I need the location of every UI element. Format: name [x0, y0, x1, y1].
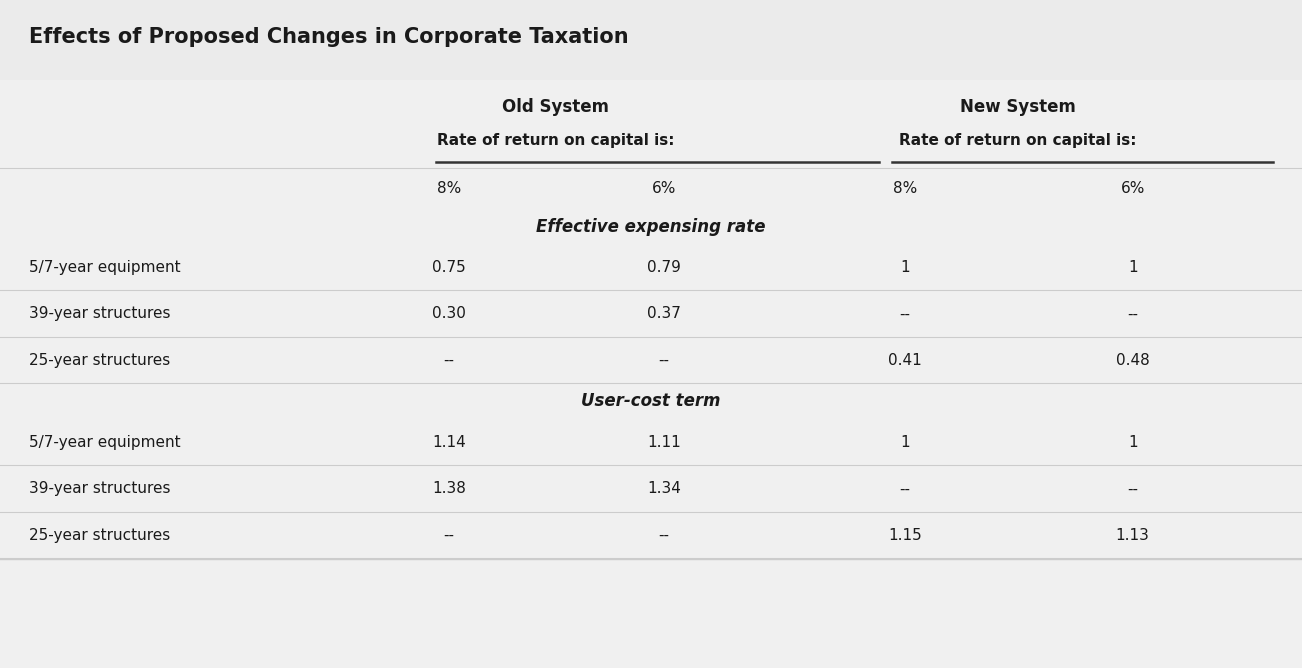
- Text: 6%: 6%: [652, 181, 676, 196]
- Bar: [0, 168, 1302, 207]
- Text: --: --: [659, 528, 669, 543]
- Bar: [0, 383, 1302, 421]
- Text: --: --: [900, 482, 910, 496]
- Text: 1.14: 1.14: [432, 435, 466, 450]
- Text: Old System: Old System: [503, 98, 609, 116]
- Text: 6%: 6%: [1121, 181, 1144, 196]
- Text: 8%: 8%: [893, 181, 917, 196]
- Bar: [0, 291, 1302, 337]
- Bar: [0, 420, 1302, 465]
- Bar: [0, 207, 1302, 246]
- Text: 39-year structures: 39-year structures: [29, 482, 171, 496]
- Text: 1.11: 1.11: [647, 435, 681, 450]
- Bar: [0, 244, 1302, 290]
- Text: --: --: [900, 307, 910, 321]
- Text: 0.79: 0.79: [647, 260, 681, 275]
- Text: 25-year structures: 25-year structures: [29, 528, 169, 543]
- Bar: [0, 80, 1302, 207]
- Text: 0.48: 0.48: [1116, 353, 1150, 368]
- Bar: [0, 513, 1302, 558]
- Bar: [0, 466, 1302, 512]
- Text: Effective expensing rate: Effective expensing rate: [536, 218, 766, 236]
- Bar: [0, 338, 1302, 383]
- Text: --: --: [444, 353, 454, 368]
- Text: --: --: [444, 528, 454, 543]
- Text: New System: New System: [961, 98, 1075, 116]
- Text: Rate of return on capital is:: Rate of return on capital is:: [437, 133, 674, 148]
- Text: 5/7-year equipment: 5/7-year equipment: [29, 435, 180, 450]
- Text: 39-year structures: 39-year structures: [29, 307, 171, 321]
- Text: 0.30: 0.30: [432, 307, 466, 321]
- Text: 1: 1: [1128, 435, 1138, 450]
- Text: 1: 1: [1128, 260, 1138, 275]
- Text: 1.15: 1.15: [888, 528, 922, 543]
- Text: 1.13: 1.13: [1116, 528, 1150, 543]
- Text: 0.37: 0.37: [647, 307, 681, 321]
- Text: 25-year structures: 25-year structures: [29, 353, 169, 368]
- Text: User-cost term: User-cost term: [581, 392, 721, 409]
- Text: --: --: [659, 353, 669, 368]
- Text: --: --: [1128, 307, 1138, 321]
- Text: Effects of Proposed Changes in Corporate Taxation: Effects of Proposed Changes in Corporate…: [29, 27, 629, 47]
- Text: 1: 1: [900, 260, 910, 275]
- Text: 1.38: 1.38: [432, 482, 466, 496]
- Text: 1: 1: [900, 435, 910, 450]
- Text: Rate of return on capital is:: Rate of return on capital is:: [900, 133, 1137, 148]
- Text: 0.75: 0.75: [432, 260, 466, 275]
- Text: 1.34: 1.34: [647, 482, 681, 496]
- Text: 0.41: 0.41: [888, 353, 922, 368]
- Text: --: --: [1128, 482, 1138, 496]
- Bar: [0, 0, 1302, 80]
- Text: 8%: 8%: [437, 181, 461, 196]
- Text: 5/7-year equipment: 5/7-year equipment: [29, 260, 180, 275]
